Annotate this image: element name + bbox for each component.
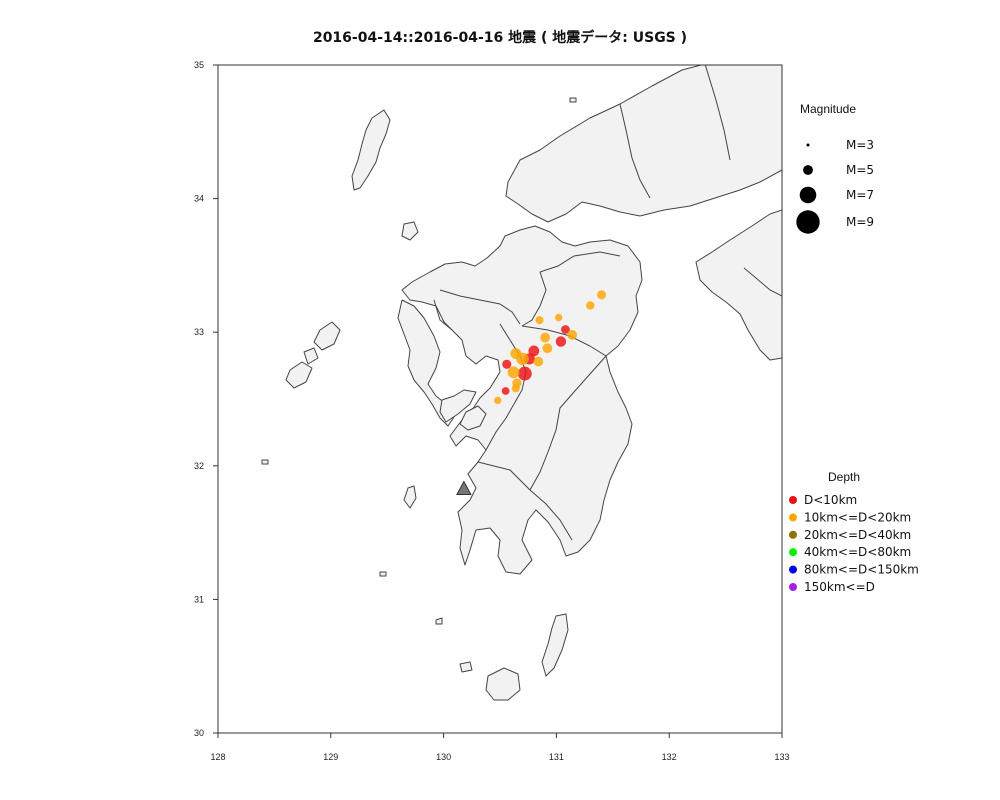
depth-legend-label: 40km<=D<80km xyxy=(804,545,911,559)
volcano-layer xyxy=(456,480,472,496)
shikoku-landmass xyxy=(695,209,782,361)
small-islet-1 xyxy=(459,661,473,673)
x-tick-label: 130 xyxy=(436,752,451,762)
magnitude-legend-title: Magnitude xyxy=(800,102,856,116)
koshiki-islands xyxy=(403,485,417,509)
magnitude-legend-label: M=7 xyxy=(846,188,874,202)
earthquake-marker xyxy=(535,316,544,325)
earthquake-marker xyxy=(528,345,540,357)
depth-legend-marker xyxy=(789,530,797,539)
depth-legend-label: 150km<=D xyxy=(804,580,875,594)
amakusa-south xyxy=(459,405,487,431)
depth-legend-marker xyxy=(789,548,797,557)
earthquake-marker xyxy=(501,387,510,395)
goto-islands-south xyxy=(285,361,313,389)
small-islet-4 xyxy=(261,459,269,465)
earthquake-marker xyxy=(561,325,570,334)
depth-legend-label: 80km<=D<150km xyxy=(804,563,919,577)
earthquake-marker xyxy=(567,329,578,340)
x-tick-label: 132 xyxy=(662,752,677,762)
depth-legend-marker xyxy=(789,583,797,591)
earthquake-marker xyxy=(517,366,532,381)
earthquake-marker xyxy=(494,396,502,405)
honshu-prefecture-border-2 xyxy=(704,65,731,161)
tsushima-island xyxy=(351,109,391,191)
iki-island xyxy=(401,221,419,241)
tanegashima-island xyxy=(541,613,569,677)
yakushima-island xyxy=(485,667,521,701)
prefecture-border-saga-nagasaki xyxy=(433,299,453,331)
earthquake-marker xyxy=(586,301,595,310)
goto-islands-mid xyxy=(303,347,319,365)
axis-layer: 128 129 130 131 132 133 30 31 32 33 34 35 xyxy=(194,60,790,762)
depth-legend-label: D<10km xyxy=(804,493,857,507)
depth-legend-marker xyxy=(789,496,797,504)
earthquake-marker xyxy=(555,336,567,347)
depth-legend-label: 20km<=D<40km xyxy=(804,528,911,542)
y-tick-label: 35 xyxy=(194,60,204,70)
honshu-prefecture-border xyxy=(619,103,651,199)
x-tick-label: 131 xyxy=(549,752,564,762)
x-tick-label: 133 xyxy=(774,752,789,762)
earthquake-marker xyxy=(516,352,529,366)
earthquake-marker xyxy=(511,384,520,393)
y-tick-label: 32 xyxy=(194,461,204,471)
depth-legend-marker xyxy=(789,513,797,522)
kyushu-landmass xyxy=(401,225,643,575)
earthquake-marker xyxy=(533,356,544,367)
earthquake-marker xyxy=(502,359,512,369)
prefecture-border-kumamoto-miyazaki xyxy=(529,355,607,491)
y-tick-label: 31 xyxy=(194,594,204,604)
y-tick-label: 34 xyxy=(194,194,204,204)
small-islet-2 xyxy=(435,617,443,625)
x-tick-label: 129 xyxy=(323,752,338,762)
magnitude-legend-marker xyxy=(796,210,820,234)
map-title: 2016-04-14::2016-04-16 地震 ( 地震データ: USGS … xyxy=(312,30,688,46)
volcano-marker xyxy=(456,480,472,496)
earthquake-marker xyxy=(554,313,563,322)
magnitude-legend-label: M=5 xyxy=(846,163,874,177)
prefecture-border-fukuoka-oita xyxy=(521,271,547,327)
amakusa-islands xyxy=(439,389,477,423)
goto-islands-north xyxy=(313,321,341,351)
small-islet-5 xyxy=(569,97,577,103)
prefecture-border-kumamoto-west xyxy=(485,323,527,451)
x-tick-label: 128 xyxy=(210,752,225,762)
earthquake-marker xyxy=(542,343,553,354)
magnitude-legend-marker xyxy=(799,186,817,204)
legend-layer: Magnitude M=3 M=5 M=7 M=9 Depth D<10km 10km<=D<… xyxy=(789,102,919,594)
depth-legend-marker xyxy=(789,565,797,574)
magnitude-legend-marker xyxy=(806,143,810,147)
depth-legend-title: Depth xyxy=(828,470,860,484)
prefecture-border-kumamoto-kagoshima xyxy=(477,461,531,491)
small-islet-3 xyxy=(379,571,387,577)
earthquake-marker xyxy=(507,366,520,379)
magnitude-legend-label: M=3 xyxy=(846,138,874,152)
prefecture-border-miyazaki-kagoshima xyxy=(529,489,573,541)
honshu-landmass xyxy=(505,65,782,223)
prefecture-border-oita-outline xyxy=(539,251,621,273)
earthquake-marker xyxy=(596,290,607,300)
depth-legend-label: 10km<=D<20km xyxy=(804,510,911,524)
prefecture-border-fukuoka-saga xyxy=(439,289,521,325)
plot-frame xyxy=(217,64,783,734)
y-tick-label: 30 xyxy=(194,728,204,738)
nagasaki-peninsula xyxy=(397,299,457,427)
earthquake-layer xyxy=(494,290,607,405)
magnitude-legend-marker xyxy=(803,165,813,175)
shikoku-prefecture-border xyxy=(743,267,782,297)
earthquake-marker xyxy=(540,332,551,343)
land-layer xyxy=(261,65,782,701)
magnitude-legend-label: M=9 xyxy=(846,215,874,229)
y-tick-label: 33 xyxy=(194,327,204,337)
